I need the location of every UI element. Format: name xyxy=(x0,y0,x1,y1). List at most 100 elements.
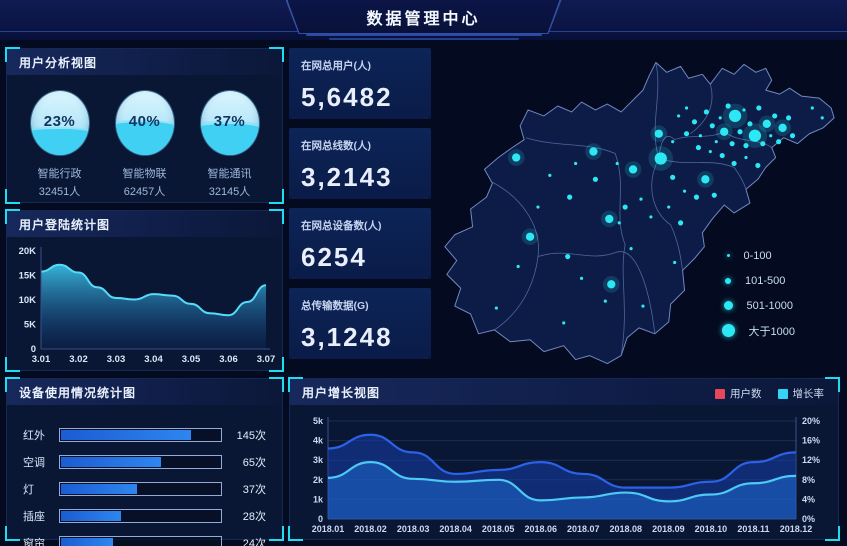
map-dot[interactable] xyxy=(592,176,598,182)
map-dot[interactable] xyxy=(731,160,737,167)
legend-swatch xyxy=(715,388,725,399)
map-dot[interactable] xyxy=(562,321,566,325)
map-dot[interactable] xyxy=(744,155,748,160)
map-legend-label: 101-500 xyxy=(745,274,786,287)
gauge-label: 智能行政 xyxy=(37,168,82,180)
map-dot[interactable] xyxy=(691,119,698,125)
map-dot[interactable] xyxy=(574,161,578,166)
panel-user-growth-header: 用户增长视图 xyxy=(290,379,838,405)
bar-value: 24次 xyxy=(242,538,266,546)
map-dot[interactable] xyxy=(654,152,667,165)
map-dot[interactable] xyxy=(678,220,684,226)
map-dot[interactable] xyxy=(641,304,645,308)
map-dot[interactable] xyxy=(810,106,814,110)
map-dot[interactable] xyxy=(778,123,787,132)
map-dot[interactable] xyxy=(617,221,621,225)
map-dot[interactable] xyxy=(629,247,633,251)
bar-category: 红外 xyxy=(23,430,45,442)
stat-card-total-devices: 在网总设备数(人) 6254 xyxy=(289,208,431,279)
map-dot[interactable] xyxy=(742,108,746,112)
map-dot[interactable] xyxy=(628,165,638,174)
map-dot[interactable] xyxy=(709,123,715,129)
map-dot[interactable] xyxy=(701,175,710,184)
map-dot[interactable] xyxy=(820,116,824,120)
map-dot[interactable] xyxy=(720,127,729,136)
map-dot[interactable] xyxy=(711,192,717,198)
map-dot[interactable] xyxy=(677,114,681,118)
map-dot[interactable] xyxy=(605,214,614,224)
map-dot[interactable] xyxy=(785,115,792,121)
map-dot[interactable] xyxy=(789,133,796,139)
map-dot[interactable] xyxy=(567,194,573,200)
map-dot[interactable] xyxy=(682,189,687,193)
map-dot[interactable] xyxy=(693,194,700,200)
map-dot[interactable] xyxy=(725,103,731,109)
map-dot[interactable] xyxy=(516,264,520,269)
area-line xyxy=(40,263,267,317)
map-dot[interactable] xyxy=(525,232,535,241)
map-dot[interactable] xyxy=(747,121,753,127)
bar-track xyxy=(59,482,222,496)
map-dot[interactable] xyxy=(654,129,663,138)
map-dot[interactable] xyxy=(667,205,671,209)
gauge-percent: 37% xyxy=(213,112,246,130)
map-dot[interactable] xyxy=(607,280,616,289)
map-dot[interactable] xyxy=(512,153,521,162)
map-dot[interactable] xyxy=(639,197,643,201)
bar-track xyxy=(59,509,222,523)
map-dot[interactable] xyxy=(714,140,718,144)
bar-value: 28次 xyxy=(242,511,266,523)
map-dot[interactable] xyxy=(536,205,540,209)
map-dot[interactable] xyxy=(772,113,778,119)
legend-item[interactable]: 增长率 xyxy=(777,386,824,401)
map-dot[interactable] xyxy=(769,134,773,138)
bar-track xyxy=(59,536,222,546)
map-dot[interactable] xyxy=(748,129,762,142)
map-dot[interactable] xyxy=(684,106,689,110)
x-tick-label: 3.01 xyxy=(32,354,51,365)
panel-user-analysis: 用户分析视图 23% 智能行政 32451人 40% 智能物联 62457人 37% 智能通讯… xyxy=(5,47,284,204)
map-dot[interactable] xyxy=(743,143,749,149)
map-dot[interactable] xyxy=(695,145,702,151)
map-dot[interactable] xyxy=(760,141,766,147)
gauge-wave xyxy=(115,122,174,155)
map-dot[interactable] xyxy=(708,149,712,154)
map-dot[interactable] xyxy=(579,276,584,280)
map-legend-row: 101-500 xyxy=(721,268,795,293)
map-dot[interactable] xyxy=(737,129,743,135)
map-dot[interactable] xyxy=(548,173,552,177)
legend-item[interactable]: 用户数 xyxy=(715,386,762,401)
panel-user-growth-title: 用户增长视图 xyxy=(302,385,381,400)
map-dot[interactable] xyxy=(728,109,742,123)
map-dot[interactable] xyxy=(683,131,690,137)
map-dot[interactable] xyxy=(755,162,761,169)
map-dot[interactable] xyxy=(603,299,607,303)
y-tick-label: 20K xyxy=(19,246,37,257)
map-dot[interactable] xyxy=(719,152,725,159)
map-dot[interactable] xyxy=(776,139,782,145)
map-dot[interactable] xyxy=(649,215,653,219)
map-dot[interactable] xyxy=(670,174,676,180)
series-line xyxy=(327,461,797,503)
x-tick-label: 2018.04 xyxy=(439,524,472,534)
map-dot[interactable] xyxy=(494,306,498,310)
map-dot[interactable] xyxy=(622,204,628,210)
map-dot[interactable] xyxy=(756,105,762,111)
gauge-count: 32451人 xyxy=(38,186,81,198)
map-dot[interactable] xyxy=(671,140,675,144)
map-dot[interactable] xyxy=(673,260,677,265)
gauge-wave xyxy=(30,129,89,155)
map-dot[interactable] xyxy=(589,147,598,156)
map-dot[interactable] xyxy=(698,134,702,138)
map-dot[interactable] xyxy=(703,109,709,115)
map-dot[interactable] xyxy=(762,119,771,128)
y-tick-label: 10K xyxy=(19,295,37,306)
map-dot[interactable] xyxy=(729,141,735,147)
map-dot[interactable] xyxy=(718,116,722,120)
login-area-chart: 0 5K 10K 15K 20K 3.01 3.02 3.03 3.04 3.05 3.06 3.07 xyxy=(7,237,282,374)
map-dot[interactable] xyxy=(565,253,571,260)
panel-device-usage: 设备使用情况统计图 红外 145次 空调 65次灯 37次 插座 28次 窗帘 24次 xyxy=(5,377,284,546)
map-dot[interactable] xyxy=(615,161,619,166)
gauge-percent: 23% xyxy=(43,112,76,130)
